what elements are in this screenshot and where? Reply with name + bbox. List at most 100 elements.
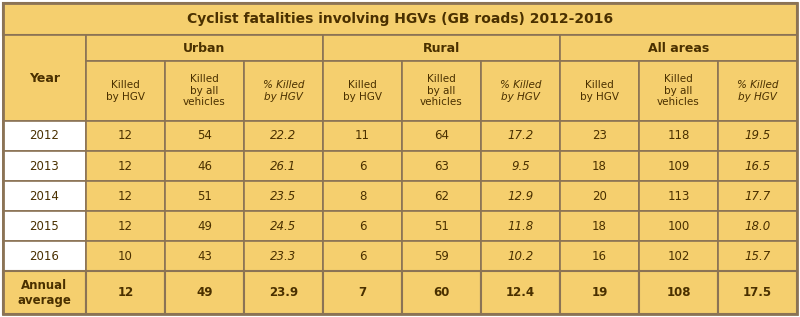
Bar xyxy=(481,151,560,181)
Bar xyxy=(86,151,165,181)
Bar xyxy=(639,181,718,211)
Text: 108: 108 xyxy=(666,286,690,299)
Bar xyxy=(718,61,797,121)
Text: 6: 6 xyxy=(358,220,366,233)
Text: 2014: 2014 xyxy=(30,190,59,203)
Text: 46: 46 xyxy=(197,159,212,172)
Text: 18: 18 xyxy=(592,220,607,233)
Bar xyxy=(718,211,797,241)
Bar xyxy=(560,151,639,181)
Bar xyxy=(560,181,639,211)
Text: 16.5: 16.5 xyxy=(744,159,770,172)
Text: 63: 63 xyxy=(434,159,449,172)
Text: 16: 16 xyxy=(592,250,607,263)
Text: Annual
average: Annual average xyxy=(18,279,71,307)
Bar xyxy=(560,36,797,61)
Text: 12.4: 12.4 xyxy=(506,286,535,299)
Text: 23.5: 23.5 xyxy=(270,190,297,203)
Bar xyxy=(3,36,86,121)
Bar xyxy=(86,36,323,61)
Bar xyxy=(639,151,718,181)
Text: 24.5: 24.5 xyxy=(270,220,297,233)
Text: Year: Year xyxy=(29,72,60,85)
Text: 12.9: 12.9 xyxy=(507,190,534,203)
Bar xyxy=(560,241,639,271)
Text: 8: 8 xyxy=(358,190,366,203)
Bar xyxy=(244,61,323,121)
Bar xyxy=(165,181,244,211)
Bar xyxy=(165,61,244,121)
Bar xyxy=(86,211,165,241)
Bar xyxy=(244,211,323,241)
Text: 109: 109 xyxy=(667,159,690,172)
Text: 64: 64 xyxy=(434,129,449,142)
Text: 12: 12 xyxy=(118,286,134,299)
Bar xyxy=(3,151,86,181)
Text: 6: 6 xyxy=(358,159,366,172)
Text: 2015: 2015 xyxy=(30,220,59,233)
Text: 43: 43 xyxy=(197,250,212,263)
Bar xyxy=(639,61,718,121)
Bar xyxy=(481,121,560,151)
Text: 6: 6 xyxy=(358,250,366,263)
Bar xyxy=(323,181,402,211)
Text: 23.3: 23.3 xyxy=(270,250,297,263)
Bar xyxy=(481,181,560,211)
Text: 59: 59 xyxy=(434,250,449,263)
Bar xyxy=(3,211,86,241)
Bar xyxy=(402,61,481,121)
Text: Killed
by all
vehicles: Killed by all vehicles xyxy=(657,74,700,107)
Bar xyxy=(402,241,481,271)
Text: 118: 118 xyxy=(667,129,690,142)
Bar xyxy=(244,271,323,314)
Bar xyxy=(402,181,481,211)
Bar xyxy=(639,241,718,271)
Bar xyxy=(639,211,718,241)
Text: Rural: Rural xyxy=(423,42,460,55)
Text: 2016: 2016 xyxy=(30,250,59,263)
Bar xyxy=(323,211,402,241)
Bar xyxy=(323,271,402,314)
Text: 19: 19 xyxy=(591,286,608,299)
Text: 12: 12 xyxy=(118,159,133,172)
Text: 17.7: 17.7 xyxy=(744,190,770,203)
Text: 102: 102 xyxy=(667,250,690,263)
Bar xyxy=(718,151,797,181)
Bar xyxy=(3,181,86,211)
Text: 60: 60 xyxy=(434,286,450,299)
Bar xyxy=(481,241,560,271)
Bar xyxy=(402,121,481,151)
Text: 11.8: 11.8 xyxy=(507,220,534,233)
Bar xyxy=(86,61,165,121)
Bar xyxy=(3,3,797,36)
Text: Killed
by HGV: Killed by HGV xyxy=(580,80,619,102)
Text: Urban: Urban xyxy=(183,42,226,55)
Text: 2013: 2013 xyxy=(30,159,59,172)
Bar xyxy=(165,241,244,271)
Text: % Killed
by HGV: % Killed by HGV xyxy=(737,80,778,102)
Text: All areas: All areas xyxy=(648,42,709,55)
Bar xyxy=(86,121,165,151)
Bar xyxy=(323,121,402,151)
Text: 51: 51 xyxy=(434,220,449,233)
Bar xyxy=(481,271,560,314)
Bar xyxy=(165,271,244,314)
Bar xyxy=(402,151,481,181)
Bar xyxy=(3,121,86,151)
Bar xyxy=(244,241,323,271)
Bar xyxy=(323,36,560,61)
Bar xyxy=(560,211,639,241)
Text: 23: 23 xyxy=(592,129,607,142)
Bar xyxy=(86,181,165,211)
Text: 62: 62 xyxy=(434,190,449,203)
Text: 10: 10 xyxy=(118,250,133,263)
Text: % Killed
by HGV: % Killed by HGV xyxy=(500,80,542,102)
Text: 9.5: 9.5 xyxy=(511,159,530,172)
Text: 22.2: 22.2 xyxy=(270,129,297,142)
Text: 12: 12 xyxy=(118,129,133,142)
Text: 18: 18 xyxy=(592,159,607,172)
Bar xyxy=(718,121,797,151)
Text: 18.0: 18.0 xyxy=(744,220,770,233)
Bar xyxy=(323,151,402,181)
Bar xyxy=(165,121,244,151)
